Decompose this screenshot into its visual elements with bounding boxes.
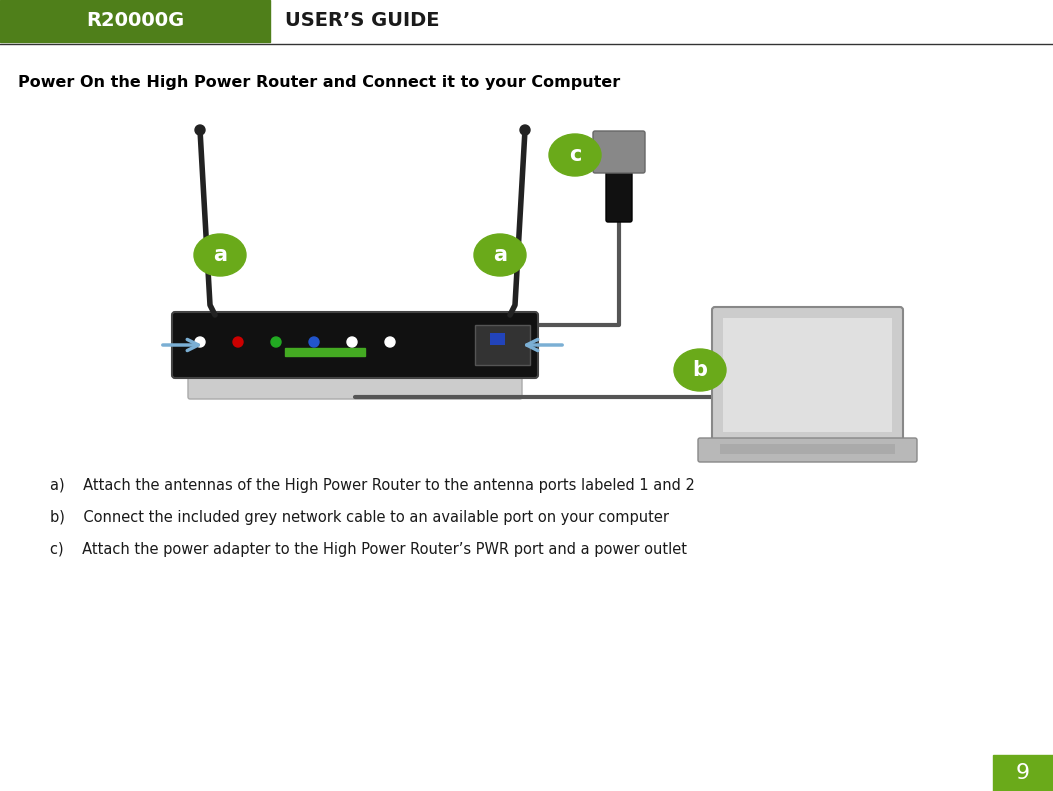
Text: USER’S GUIDE: USER’S GUIDE: [285, 12, 439, 31]
Text: Power On the High Power Router and Connect it to your Computer: Power On the High Power Router and Conne…: [18, 75, 620, 90]
Circle shape: [233, 337, 243, 347]
Text: R20000G: R20000G: [86, 12, 184, 31]
Circle shape: [271, 337, 281, 347]
FancyBboxPatch shape: [712, 307, 903, 443]
Circle shape: [347, 337, 357, 347]
Text: b: b: [693, 360, 708, 380]
Circle shape: [195, 125, 205, 135]
Ellipse shape: [674, 349, 726, 391]
Text: a: a: [493, 245, 506, 265]
Ellipse shape: [549, 134, 601, 176]
Bar: [490, 333, 505, 345]
Bar: [993, 755, 1053, 791]
Ellipse shape: [474, 234, 526, 276]
Bar: [723, 318, 892, 432]
Text: c: c: [569, 145, 581, 165]
Text: a)    Attach the antennas of the High Power Router to the antenna ports labeled : a) Attach the antennas of the High Power…: [49, 478, 695, 493]
Bar: [0, 0, 270, 42]
Bar: [475, 325, 530, 365]
Ellipse shape: [194, 234, 246, 276]
Bar: [720, 444, 895, 454]
FancyBboxPatch shape: [172, 312, 538, 378]
FancyBboxPatch shape: [593, 131, 645, 173]
Circle shape: [385, 337, 395, 347]
FancyBboxPatch shape: [698, 438, 917, 462]
Circle shape: [309, 337, 319, 347]
Text: c)    Attach the power adapter to the High Power Router’s PWR port and a power o: c) Attach the power adapter to the High …: [49, 542, 687, 557]
Text: 9: 9: [1016, 763, 1030, 783]
Bar: [285, 348, 365, 356]
Circle shape: [195, 337, 205, 347]
FancyBboxPatch shape: [188, 373, 522, 399]
Circle shape: [520, 125, 530, 135]
Text: a: a: [213, 245, 227, 265]
FancyBboxPatch shape: [605, 163, 632, 222]
Text: b)    Connect the included grey network cable to an available port on your compu: b) Connect the included grey network cab…: [49, 510, 669, 525]
